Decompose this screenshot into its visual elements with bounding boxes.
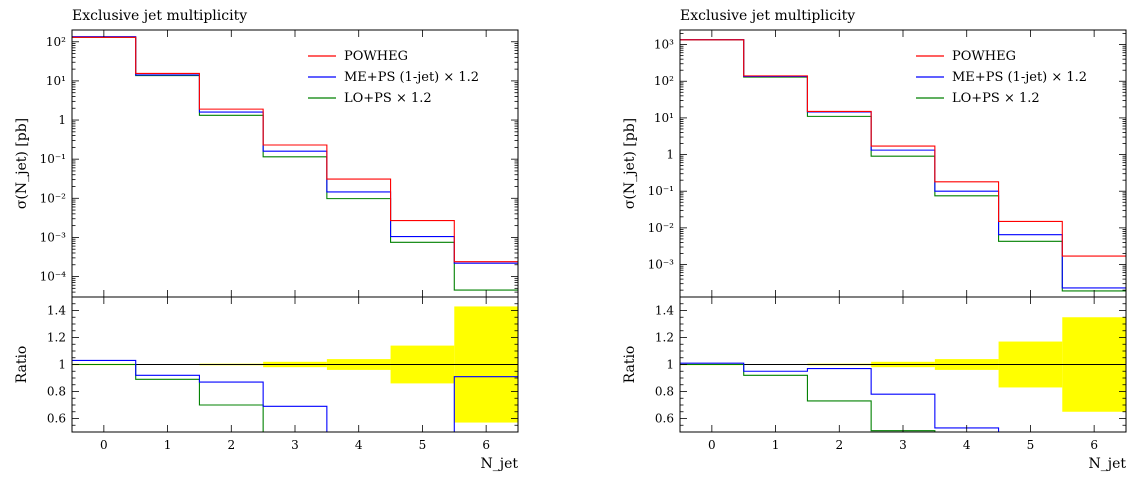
series-line [72, 36, 518, 264]
ratio-y-tick-label: 0.8 [47, 385, 66, 399]
y-tick-label: 10¹ [46, 74, 66, 88]
y-tick-label: 10⁻³ [40, 230, 67, 244]
ratio-y-tick-label: 1 [666, 358, 674, 372]
x-tick-label: 1 [164, 438, 172, 452]
series-line [680, 39, 1126, 289]
ratio-y-axis-label: Ratio [14, 346, 30, 384]
y-tick-label: 1 [58, 113, 66, 127]
chart-panel-2: Exclusive jet multiplicity 10⁻³ 10⁻² 10⁻¹ 1 1… [622, 8, 1127, 472]
y-tick-label: 1 [666, 148, 674, 162]
x-tick-label: 2 [835, 438, 843, 452]
y-axis-label: σ(N_jet) [pb] [622, 118, 638, 209]
ratio-series-group [72, 306, 518, 432]
y-tick-label: 10² [46, 35, 66, 49]
y-tick-label: 10⁻¹ [648, 184, 674, 198]
chart-panel-1: Exclusive jet multiplicity10⁻⁴10⁻³10⁻²10… [14, 8, 519, 472]
y-tick-label: 10⁻² [40, 191, 67, 205]
ratio-y-tick-label: 1.2 [655, 331, 674, 345]
x-tick-label: 4 [963, 438, 971, 452]
legend-entry: LO+PS × 1.2 [344, 91, 432, 106]
x-tick-label: 0 [708, 438, 716, 452]
ratio-y-tick-label: 0.6 [47, 412, 66, 426]
legend-entry: LO+PS × 1.2 [952, 91, 1040, 106]
ratio-y-tick-label: 1.2 [47, 331, 66, 345]
series-line [680, 39, 1126, 257]
x-axis-label: N_jet [1088, 456, 1126, 472]
x-tick-label: 4 [355, 438, 363, 452]
legend-entry: ME+PS (1-jet) × 1.2 [952, 70, 1087, 85]
x-tick-label: 6 [1090, 438, 1098, 452]
series-line [680, 39, 1126, 292]
y-tick-label: 10¹ [654, 111, 674, 125]
ratio-y-tick-label: 0.6 [655, 412, 674, 426]
y-tick-label: 10⁻² [648, 221, 675, 235]
y-tick-label: 10² [654, 74, 674, 88]
ratio-series-line [680, 362, 1000, 432]
y-axis-label: σ(N_jet) [pb] [14, 118, 30, 209]
x-tick-label: 3 [291, 438, 299, 452]
ratio-y-tick-label: 0.8 [655, 385, 674, 399]
x-tick-label: 2 [227, 438, 235, 452]
series-line [72, 36, 518, 291]
x-tick-label: 0 [100, 438, 108, 452]
y-tick-label: 10³ [654, 38, 674, 52]
chart-title: Exclusive jet multiplicity [72, 8, 247, 24]
x-tick-label: 1 [772, 438, 780, 452]
legend-entry: POWHEG [344, 49, 408, 64]
ratio-y-tick-label: 1 [58, 358, 66, 372]
x-tick-label: 6 [482, 438, 490, 452]
y-tick-label: 10⁻⁴ [40, 270, 67, 284]
ratio-y-tick-label: 1.4 [47, 304, 66, 318]
ratio-series-group [680, 317, 1126, 432]
ratio-series-line [72, 363, 264, 432]
series-line [72, 36, 518, 263]
chart-title: Exclusive jet multiplicity [680, 8, 855, 24]
y-tick-label: 10⁻³ [648, 258, 675, 272]
x-tick-label: 5 [1027, 438, 1035, 452]
y-tick-label: 10⁻¹ [40, 152, 66, 166]
x-axis-label: N_jet [480, 456, 518, 472]
main-series-group [72, 36, 518, 291]
legend-entry: ME+PS (1-jet) × 1.2 [344, 70, 479, 85]
x-tick-label: 5 [419, 438, 427, 452]
ratio-y-tick-label: 1.4 [655, 304, 674, 318]
ratio-series-line [72, 359, 518, 432]
main-series-group [680, 39, 1126, 292]
x-tick-label: 3 [899, 438, 907, 452]
legend-entry: POWHEG [952, 49, 1016, 64]
ratio-y-axis-label: Ratio [622, 346, 638, 384]
